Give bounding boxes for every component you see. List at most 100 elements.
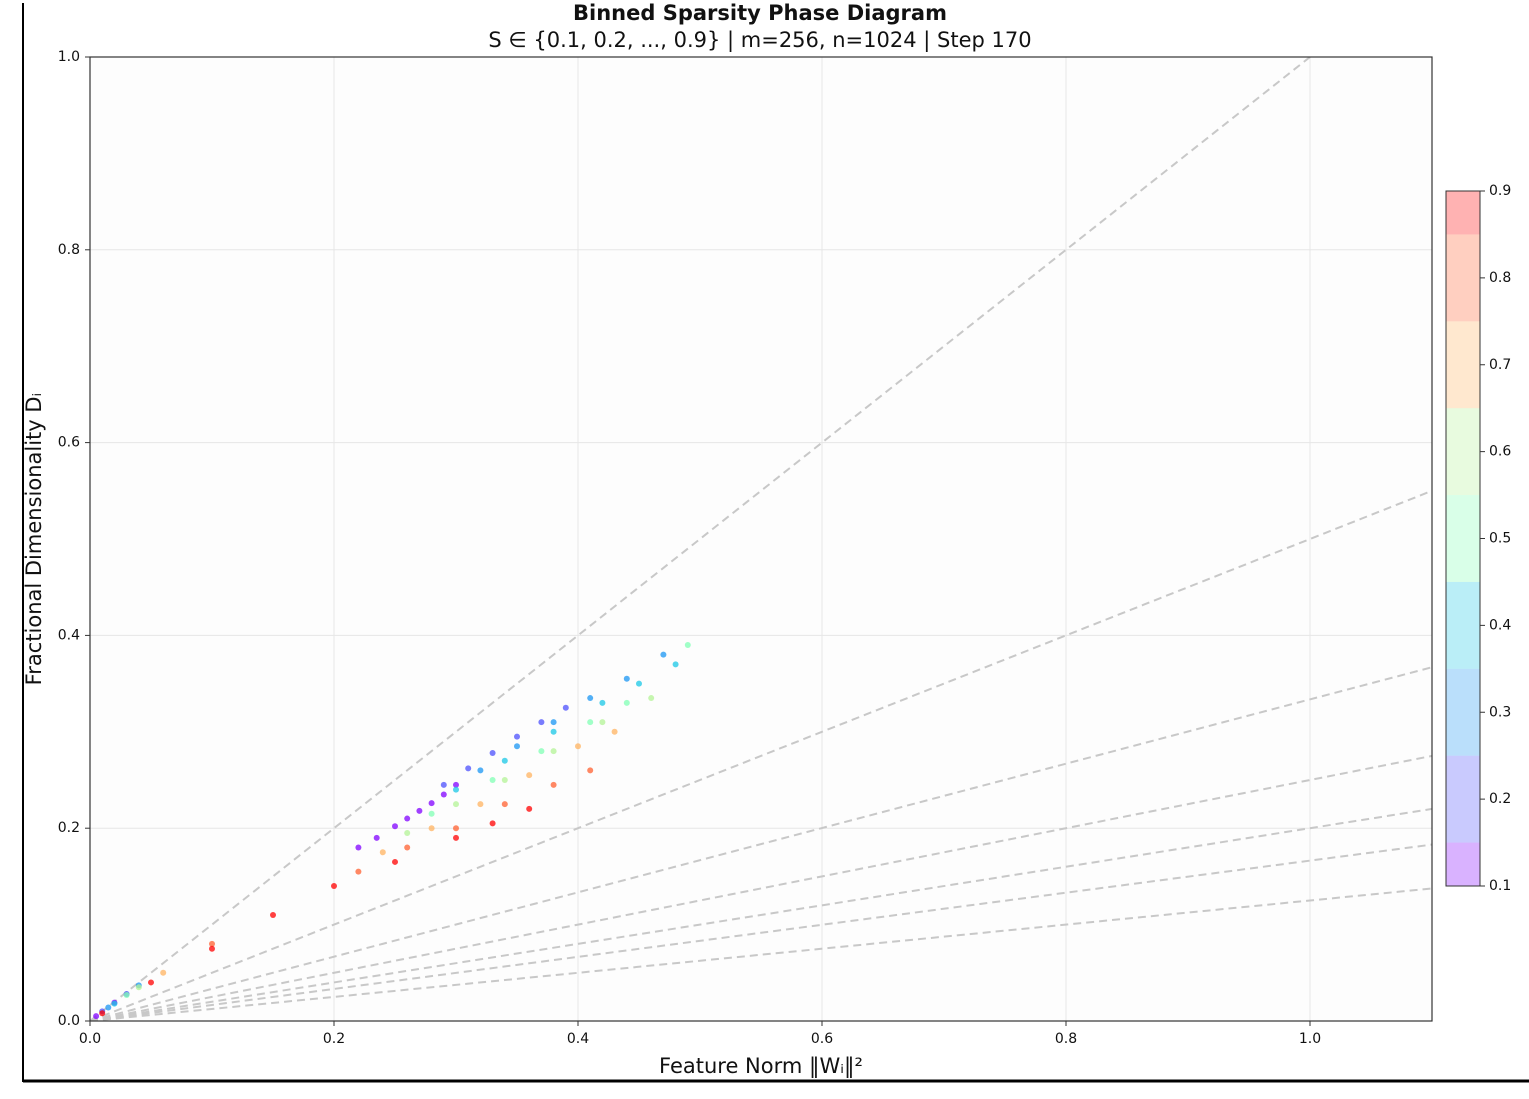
- x-tick-label: 0.4: [567, 1031, 589, 1047]
- point: [99, 1010, 106, 1017]
- point: [477, 801, 484, 808]
- colorbar-tick-label: 0.1: [1489, 878, 1511, 894]
- chart-title: Binned Sparsity Phase Diagram: [573, 1, 947, 25]
- point: [270, 911, 276, 918]
- y-tick-label: 0.0: [58, 1013, 80, 1029]
- y-tick-label: 0.2: [58, 820, 80, 836]
- y-tick-label: 1.0: [58, 49, 80, 65]
- reference-lines: [90, 57, 1432, 1021]
- point: [623, 699, 630, 706]
- point: [440, 791, 447, 798]
- point: [538, 748, 545, 755]
- point: [526, 772, 533, 779]
- point: [373, 834, 380, 841]
- y-tick-label: 0.4: [58, 627, 80, 643]
- colorbar-band: [1446, 495, 1480, 582]
- colorbar-tick-label: 0.5: [1489, 531, 1511, 547]
- point: [587, 695, 594, 702]
- point: [501, 801, 508, 808]
- point: [501, 777, 508, 783]
- point: [538, 719, 545, 726]
- point: [550, 728, 557, 735]
- colorbar-band: [1446, 321, 1480, 409]
- point: [672, 661, 679, 668]
- x-tick-label: 0.8: [1055, 1031, 1077, 1047]
- colorbar-tick-label: 0.7: [1489, 357, 1511, 373]
- point: [123, 991, 130, 998]
- point: [404, 830, 411, 837]
- colorbar-band: [1446, 581, 1480, 669]
- x-tick-label: 0.2: [323, 1031, 345, 1047]
- point: [684, 642, 691, 649]
- colorbar-band: [1446, 668, 1480, 756]
- point: [611, 728, 618, 735]
- point: [404, 815, 411, 822]
- point: [636, 680, 642, 687]
- point: [453, 801, 459, 808]
- point: [392, 858, 398, 865]
- y-tick-label: 0.6: [58, 435, 80, 451]
- point: [428, 800, 435, 807]
- reference-line: [90, 807, 1432, 1021]
- colorbar-tick-label: 0.4: [1489, 617, 1511, 633]
- point: [526, 805, 533, 812]
- point: [599, 719, 606, 726]
- reference-line: [90, 887, 1432, 1021]
- reference-line: [90, 666, 1432, 1021]
- point: [440, 781, 447, 788]
- axes: 0.0 0.2 0.4 0.6 0.8 1.0 0.0 0.2 0.4 0.6 0.8 1.0: [58, 49, 1321, 1047]
- point: [428, 825, 435, 832]
- point: [148, 979, 154, 986]
- point: [160, 969, 167, 976]
- points: [93, 642, 691, 1020]
- point: [489, 820, 496, 827]
- point: [477, 767, 484, 774]
- point: [105, 1004, 112, 1011]
- point: [550, 748, 557, 755]
- x-tick-label: 0.0: [79, 1031, 101, 1047]
- colorbar-band: [1446, 755, 1480, 843]
- colorbar-tick-label: 0.3: [1489, 704, 1511, 720]
- point: [465, 765, 472, 772]
- point: [501, 757, 508, 764]
- point: [453, 781, 459, 788]
- colorbar-band: [1446, 842, 1480, 886]
- reference-line: [90, 489, 1432, 1021]
- point: [587, 719, 594, 726]
- colorbar: 0.1 0.2 0.3 0.4 0.5 0.6 0.7 0.8 0.9: [1445, 183, 1511, 894]
- point: [623, 675, 630, 682]
- point: [562, 704, 569, 711]
- point: [453, 825, 459, 832]
- point: [550, 781, 557, 788]
- point: [209, 940, 215, 947]
- colorbar-tick-label: 0.8: [1489, 270, 1511, 286]
- point: [453, 786, 459, 793]
- point: [93, 1013, 100, 1020]
- plot-area: [90, 57, 1432, 1021]
- point: [392, 823, 398, 830]
- point: [428, 810, 435, 817]
- point: [416, 807, 423, 814]
- point: [550, 719, 557, 726]
- point: [489, 750, 496, 757]
- point: [453, 834, 459, 841]
- colorbar-band: [1446, 234, 1480, 322]
- point: [355, 868, 362, 875]
- point: [135, 984, 142, 991]
- point: [514, 733, 520, 740]
- y-axis-label: Fractional Dimensionality Dᵢ: [22, 393, 46, 686]
- point: [209, 945, 215, 952]
- point: [648, 695, 655, 702]
- point: [514, 743, 520, 750]
- point: [355, 844, 362, 851]
- point: [599, 699, 606, 706]
- chart-subtitle: S ∈ {0.1, 0.2, ..., 0.9} | m=256, n=1024…: [488, 28, 1031, 53]
- point: [331, 883, 337, 890]
- reference-line: [90, 843, 1432, 1021]
- point: [489, 777, 496, 783]
- colorbar-tick-label: 0.2: [1489, 791, 1511, 807]
- point: [660, 651, 667, 658]
- x-tick-label: 0.6: [811, 1031, 833, 1047]
- point: [111, 1000, 118, 1007]
